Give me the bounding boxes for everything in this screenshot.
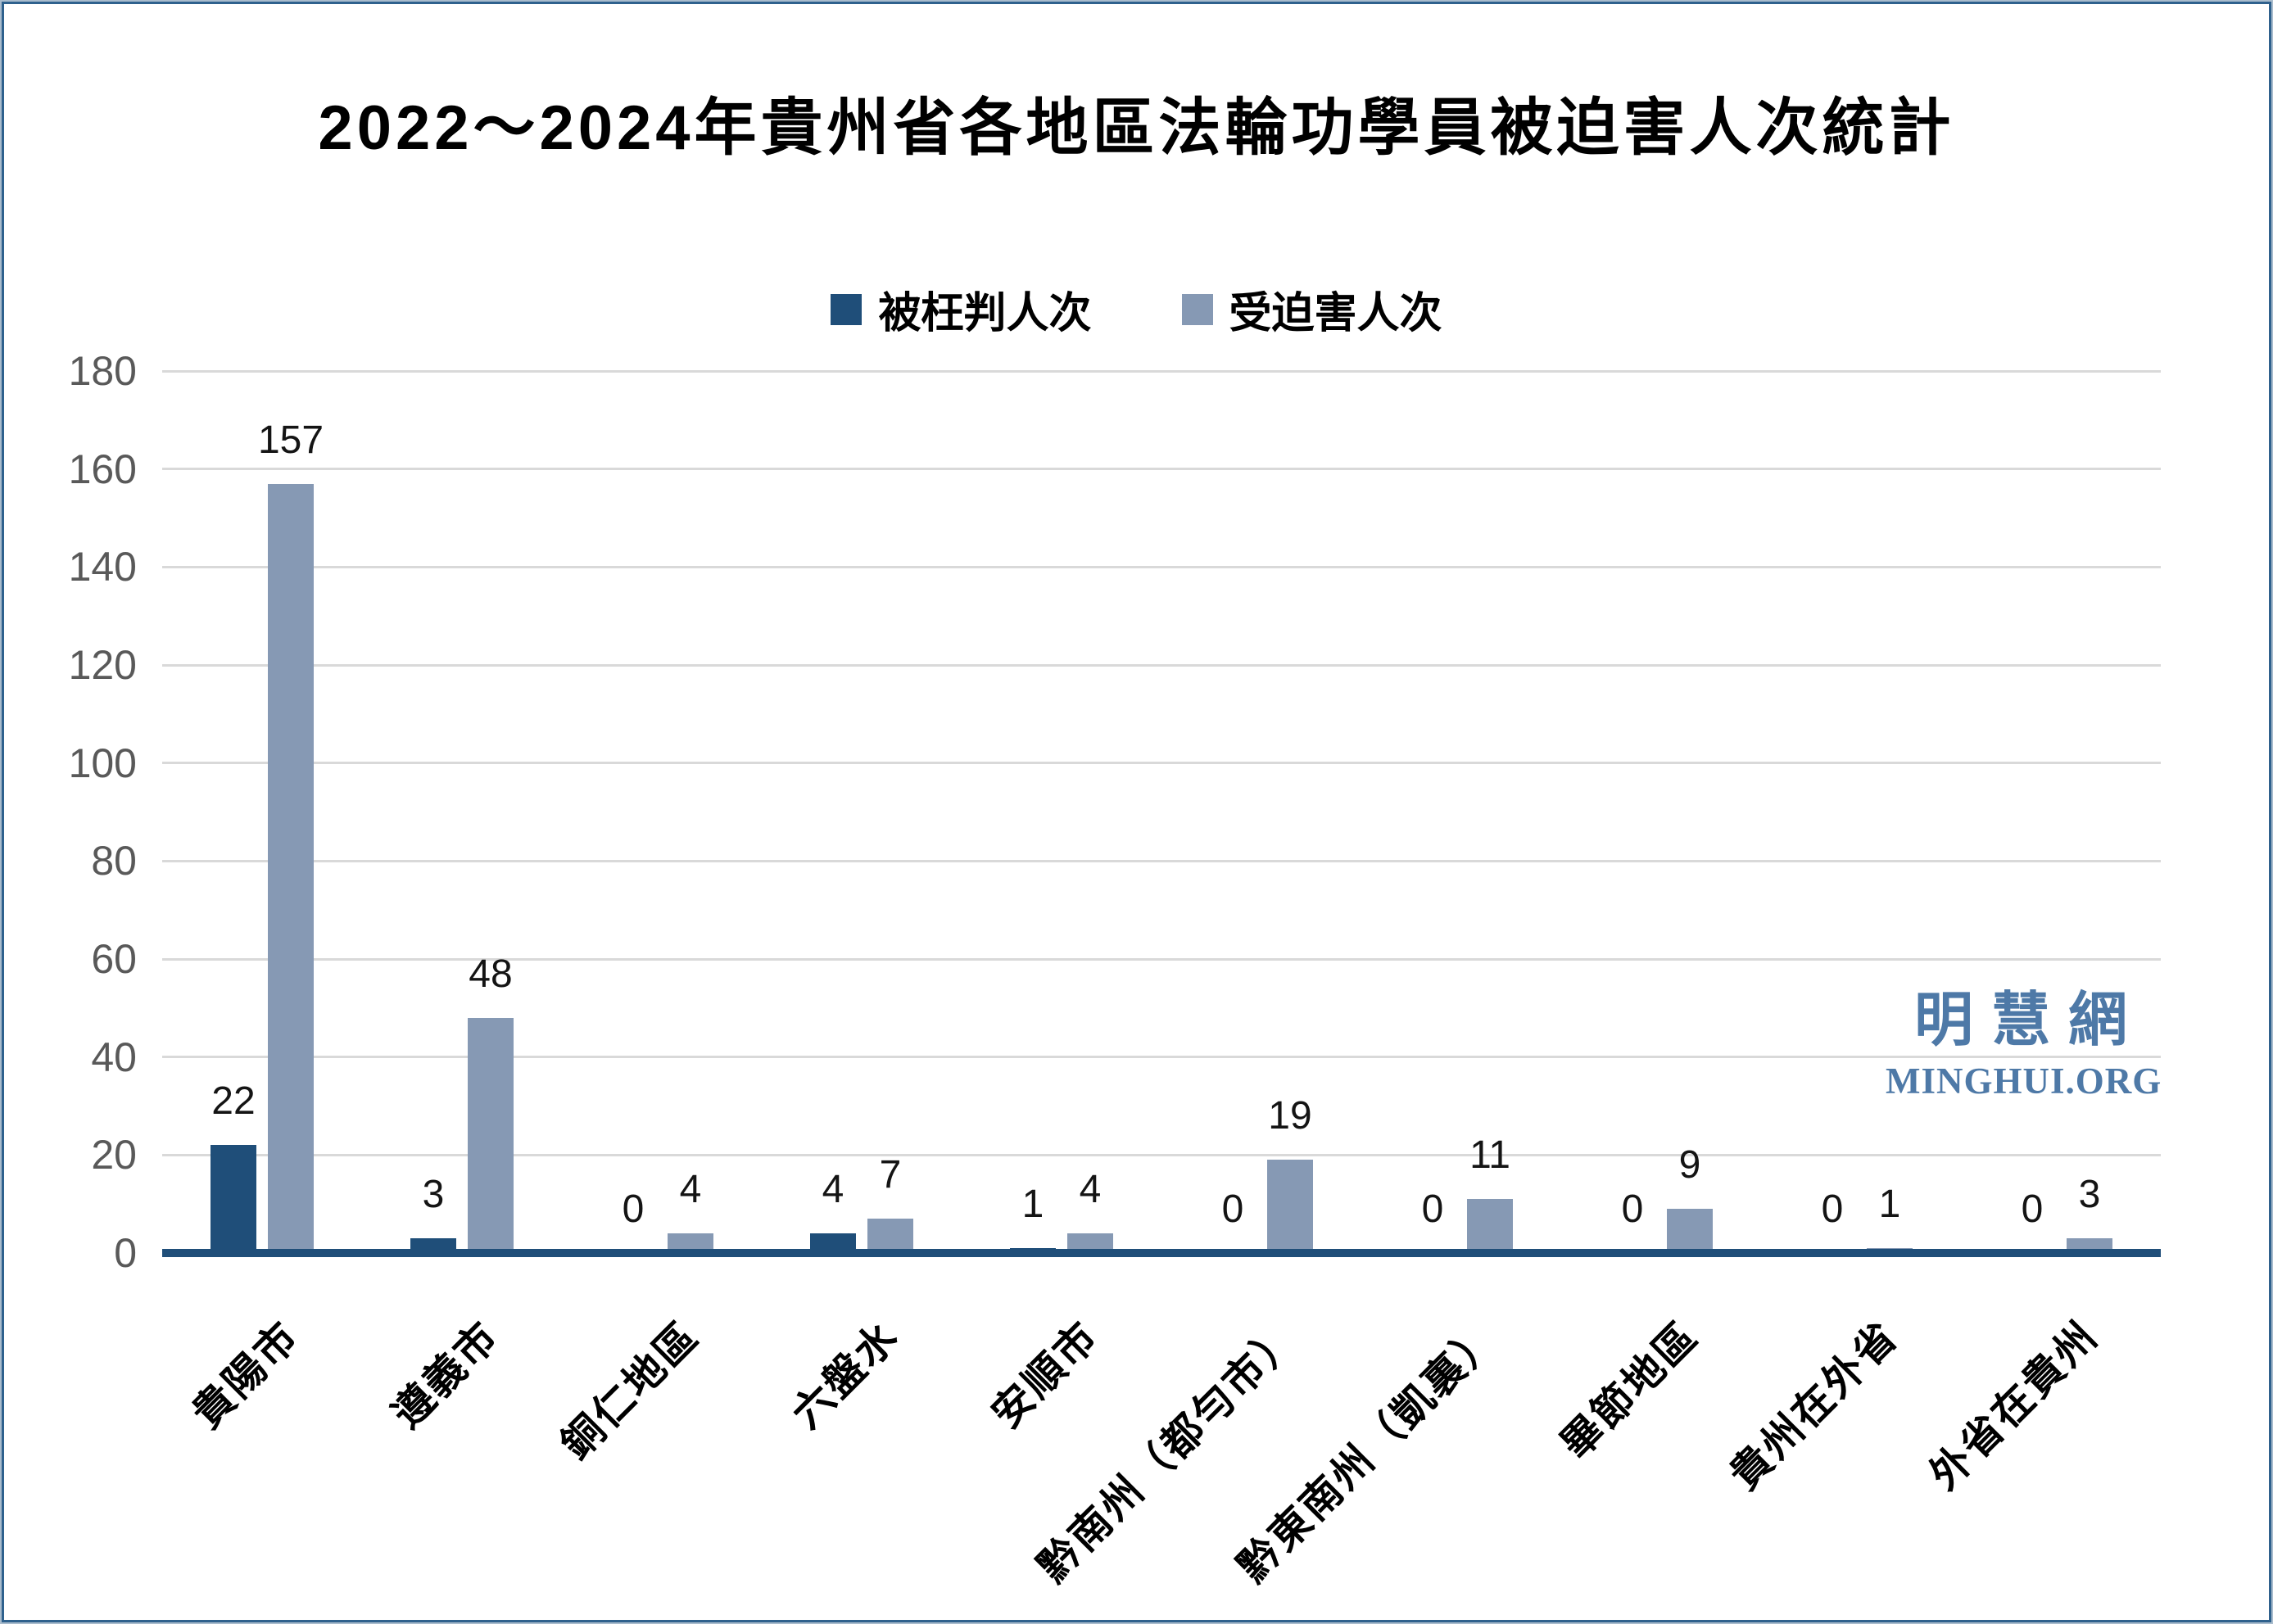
- value-label: 0: [1621, 1187, 1644, 1231]
- legend-swatch-sentenced: [831, 293, 863, 325]
- value-label: 4: [1079, 1168, 1102, 1212]
- value-label: 22: [211, 1079, 256, 1124]
- y-axis-label-100: 100: [68, 740, 137, 786]
- x-axis-label: 銅仁地區: [552, 1312, 709, 1468]
- x-axis-label: 畢節地區: [1551, 1312, 1708, 1468]
- value-label: 11: [1469, 1133, 1510, 1178]
- value-label: 1: [1878, 1183, 1901, 1227]
- y-axis-label-160: 160: [68, 446, 137, 492]
- value-label: 0: [2021, 1187, 2044, 1231]
- y-axis-label-80: 80: [91, 838, 137, 884]
- value-label: 4: [822, 1168, 844, 1212]
- bar-sentenced: [211, 1145, 256, 1253]
- x-axis-label: 外省在貴州: [1921, 1312, 2108, 1499]
- minghui-watermark-cjk: 明慧網: [1913, 988, 2145, 1053]
- x-axis-label: 貴州在外省: [1721, 1312, 1908, 1499]
- y-axis-label-20: 20: [91, 1132, 137, 1178]
- bar-sentenced: [810, 1233, 856, 1253]
- y-axis-label-140: 140: [68, 544, 137, 590]
- y-axis-label-40: 40: [91, 1034, 137, 1080]
- plot-area: 22 157 3 48 0 4 4 7 1 4 0 19 0 11 0 9 0 1 0 3: [162, 369, 2161, 1257]
- legend-item-sentenced: 被枉判人次: [831, 278, 1092, 340]
- x-axis-line: [162, 1249, 2161, 1257]
- value-label: 0: [1221, 1187, 1244, 1231]
- x-axis-label: 安順市: [983, 1312, 1108, 1437]
- value-label: 1: [1021, 1183, 1044, 1227]
- y-axis-label-0: 0: [114, 1230, 137, 1276]
- legend-label-sentenced: 被枉判人次: [878, 290, 1092, 337]
- value-label: 0: [622, 1187, 645, 1231]
- gridline-100: [162, 762, 2161, 765]
- value-label: 19: [1268, 1094, 1312, 1138]
- value-label: 4: [679, 1168, 702, 1212]
- bar-persecuted: [1667, 1209, 1713, 1253]
- bar-persecuted: [867, 1219, 913, 1253]
- value-label: 48: [469, 952, 513, 996]
- x-axis-label: 貴陽市: [183, 1312, 309, 1437]
- chart-title: 2022～2024年貴州省各地區法輪功學員被迫害人次統計: [318, 93, 1955, 163]
- y-axis-label-180: 180: [68, 348, 137, 394]
- gridline-60: [162, 957, 2161, 961]
- gridline-40: [162, 1056, 2161, 1059]
- minghui-watermark: 明慧網 MINGHUI.ORG: [1886, 981, 2162, 1102]
- legend-swatch-persecuted: [1181, 293, 1213, 325]
- x-axis-label: 六盤水: [783, 1312, 908, 1437]
- bar-persecuted: [668, 1233, 713, 1253]
- value-label: 7: [879, 1153, 902, 1197]
- bar-persecuted: [268, 483, 314, 1253]
- gridline-20: [162, 1153, 2161, 1156]
- value-label: 3: [2078, 1173, 2101, 1217]
- value-label: 0: [1421, 1187, 1444, 1231]
- y-axis-label-120: 120: [68, 642, 137, 688]
- value-label: 3: [422, 1173, 445, 1217]
- y-axis-label-60: 60: [91, 936, 137, 982]
- value-label: 9: [1678, 1143, 1701, 1187]
- value-label: 157: [257, 418, 324, 462]
- chart-legend: 被枉判人次 受迫害人次: [2, 278, 2271, 340]
- bar-persecuted: [1067, 1233, 1113, 1253]
- legend-item-persecuted: 受迫害人次: [1181, 278, 1442, 340]
- minghui-watermark-latin: MINGHUI.ORG: [1886, 1061, 2162, 1102]
- gridline-80: [162, 859, 2161, 862]
- gridline-160: [162, 468, 2161, 471]
- value-label: 0: [1821, 1187, 1844, 1231]
- bar-persecuted: [468, 1017, 514, 1253]
- gridline-120: [162, 663, 2161, 667]
- bar-persecuted: [1467, 1199, 1513, 1253]
- legend-label-persecuted: 受迫害人次: [1229, 290, 1442, 337]
- gridline-140: [162, 565, 2161, 568]
- x-axis-label: 遵義市: [383, 1312, 509, 1437]
- gridline-180: [162, 369, 2161, 373]
- bar-persecuted: [1267, 1160, 1313, 1253]
